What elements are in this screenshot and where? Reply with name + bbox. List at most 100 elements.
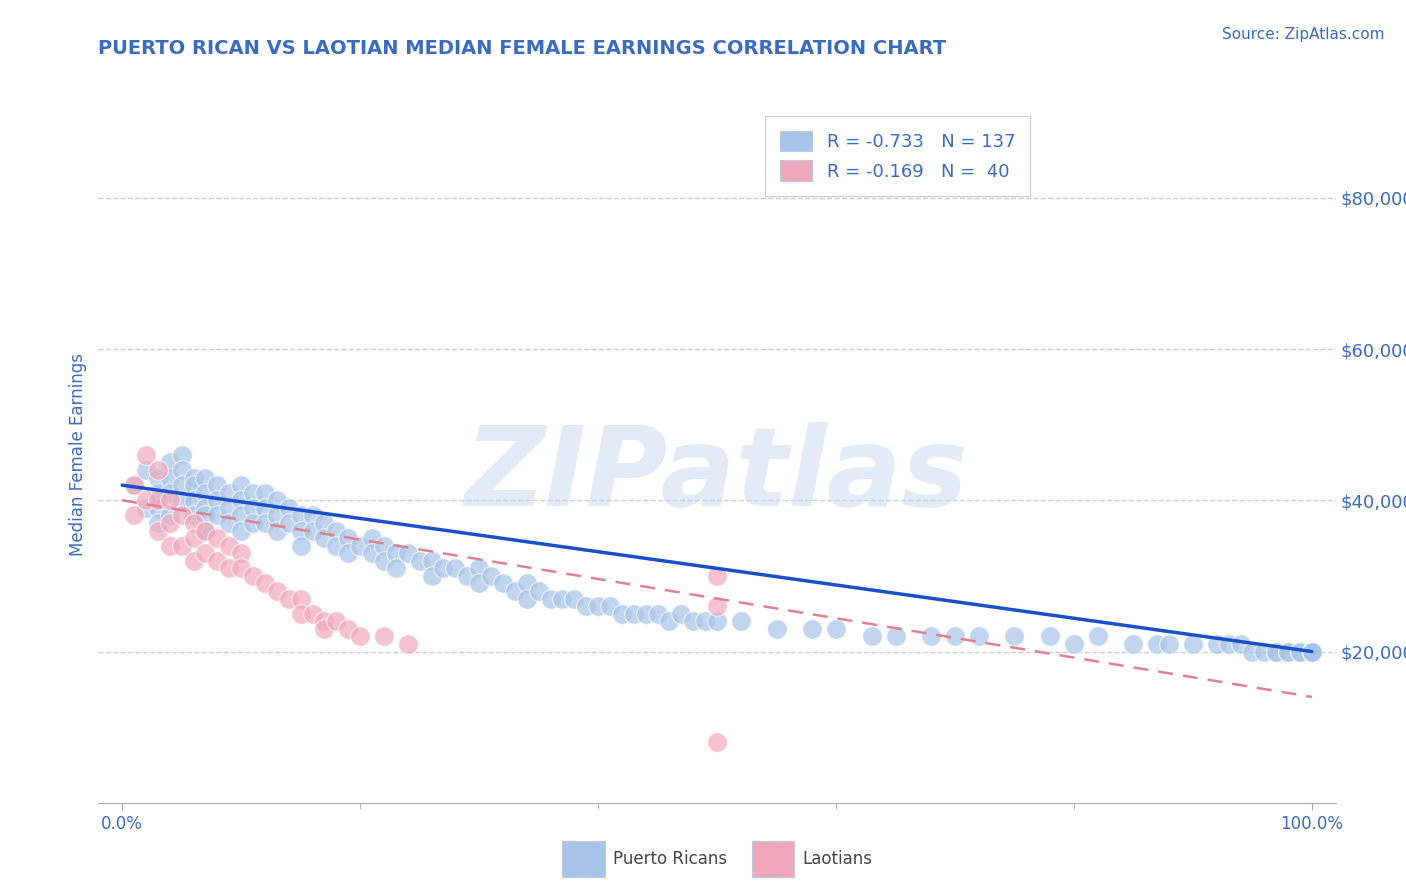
Point bbox=[170, 493, 193, 508]
Point bbox=[634, 607, 657, 621]
Point bbox=[277, 516, 299, 530]
Point bbox=[516, 591, 538, 606]
Point bbox=[408, 554, 430, 568]
Point bbox=[183, 470, 205, 484]
Point bbox=[456, 569, 478, 583]
Point bbox=[146, 516, 169, 530]
Point bbox=[385, 561, 408, 575]
Point bbox=[349, 629, 371, 643]
Point bbox=[314, 622, 336, 636]
Point bbox=[385, 546, 408, 560]
Point bbox=[1063, 637, 1085, 651]
Point bbox=[253, 576, 276, 591]
Point bbox=[218, 516, 240, 530]
Point bbox=[266, 584, 288, 599]
Point bbox=[1241, 644, 1264, 658]
Point bbox=[432, 561, 454, 575]
Point bbox=[730, 615, 752, 629]
Point bbox=[1253, 644, 1275, 658]
Point bbox=[194, 470, 217, 484]
Point bbox=[146, 524, 169, 538]
Point bbox=[373, 554, 395, 568]
Point bbox=[516, 576, 538, 591]
Point bbox=[170, 539, 193, 553]
Point bbox=[349, 539, 371, 553]
Point bbox=[277, 500, 299, 515]
Point bbox=[1301, 644, 1323, 658]
Point bbox=[1229, 637, 1251, 651]
Point bbox=[194, 546, 217, 560]
Point bbox=[706, 599, 728, 614]
Point bbox=[503, 584, 526, 599]
Point bbox=[183, 508, 205, 523]
Point bbox=[207, 493, 229, 508]
Point bbox=[207, 531, 229, 545]
Point bbox=[1218, 637, 1240, 651]
Point bbox=[658, 615, 681, 629]
Point bbox=[218, 539, 240, 553]
Point bbox=[231, 561, 253, 575]
Point bbox=[146, 470, 169, 484]
Point bbox=[159, 493, 181, 508]
Point bbox=[1301, 644, 1323, 658]
Point bbox=[373, 629, 395, 643]
Point bbox=[706, 615, 728, 629]
Point bbox=[575, 599, 598, 614]
Point bbox=[1301, 644, 1323, 658]
Point bbox=[325, 615, 347, 629]
Point bbox=[1277, 644, 1299, 658]
Point bbox=[301, 607, 323, 621]
Point bbox=[1265, 644, 1288, 658]
Point bbox=[420, 569, 443, 583]
Point bbox=[266, 508, 288, 523]
Point bbox=[695, 615, 717, 629]
Point bbox=[396, 546, 419, 560]
Point bbox=[159, 470, 181, 484]
Point bbox=[314, 516, 336, 530]
Point bbox=[183, 478, 205, 492]
Point bbox=[135, 493, 157, 508]
Point bbox=[231, 493, 253, 508]
Point bbox=[231, 524, 253, 538]
Point bbox=[159, 485, 181, 500]
Point bbox=[146, 463, 169, 477]
Point bbox=[242, 569, 264, 583]
Point bbox=[967, 629, 990, 643]
Point bbox=[301, 524, 323, 538]
Point bbox=[647, 607, 669, 621]
Point bbox=[253, 485, 276, 500]
Point bbox=[468, 576, 491, 591]
Point bbox=[242, 500, 264, 515]
Point bbox=[253, 516, 276, 530]
Text: ZIPatlas: ZIPatlas bbox=[465, 422, 969, 529]
Point bbox=[1301, 644, 1323, 658]
Point bbox=[301, 508, 323, 523]
Point bbox=[1301, 644, 1323, 658]
Point bbox=[540, 591, 562, 606]
Point bbox=[361, 531, 384, 545]
Point bbox=[314, 615, 336, 629]
Point bbox=[1301, 644, 1323, 658]
Point bbox=[562, 591, 585, 606]
Point bbox=[135, 448, 157, 462]
Point bbox=[1205, 637, 1227, 651]
Point bbox=[1039, 629, 1062, 643]
Point bbox=[159, 455, 181, 469]
Point bbox=[159, 516, 181, 530]
Point bbox=[1301, 644, 1323, 658]
Point bbox=[337, 546, 360, 560]
Point bbox=[623, 607, 645, 621]
Point bbox=[122, 478, 145, 492]
Point bbox=[599, 599, 621, 614]
Point bbox=[266, 524, 288, 538]
Point bbox=[1301, 644, 1323, 658]
Point bbox=[825, 622, 848, 636]
Point bbox=[242, 485, 264, 500]
Point bbox=[337, 531, 360, 545]
Point bbox=[444, 561, 467, 575]
Point bbox=[706, 735, 728, 749]
Point bbox=[1301, 644, 1323, 658]
Point bbox=[325, 524, 347, 538]
Point bbox=[207, 508, 229, 523]
Point bbox=[479, 569, 502, 583]
